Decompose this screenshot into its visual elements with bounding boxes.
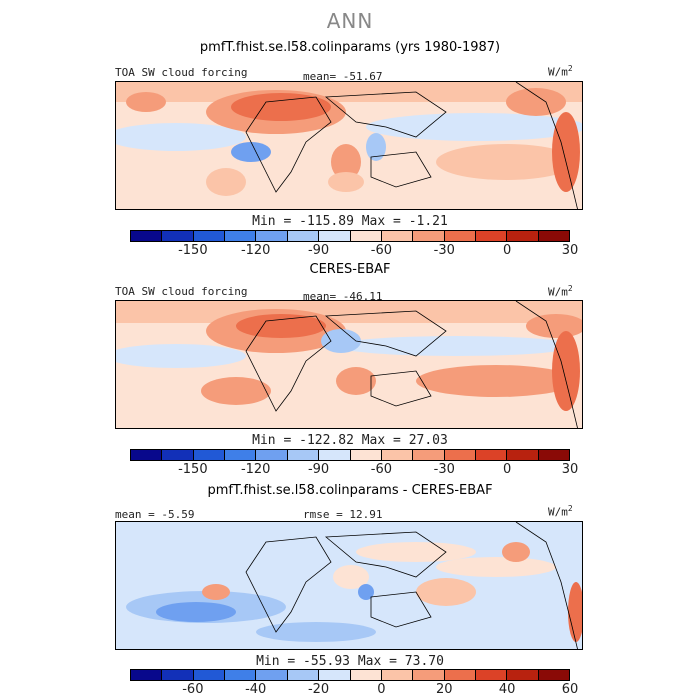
colorbar-cell <box>256 670 288 680</box>
colorbar-tick-label: -120 <box>240 462 271 477</box>
colorbar-cell <box>225 670 257 680</box>
colorbar-cell <box>413 231 445 241</box>
colorbar-cell <box>444 670 476 680</box>
panel-2-variable-label: TOA SW cloud forcing <box>115 285 248 298</box>
colorbar-tick-label: 30 <box>561 462 579 477</box>
colorbar-tick-label: -120 <box>240 243 271 258</box>
colorbar-cell <box>475 231 508 241</box>
colorbar-cell <box>131 450 163 460</box>
panel-3-minmax: Min = -55.93 Max = 73.70 <box>256 654 444 669</box>
panel-2-mean-label: mean= -46.11 <box>303 290 383 303</box>
panel-1-title: pmfT.fhist.se.l58.colinparams (yrs 1980-… <box>199 40 501 55</box>
colorbar-cell <box>225 231 257 241</box>
colorbar-tick-label: -60 <box>182 682 204 697</box>
colorbar-tick-label: -30 <box>433 462 455 477</box>
colorbar-cell <box>538 450 570 460</box>
colorbar-cell <box>131 231 163 241</box>
colorbar-cell <box>507 670 539 680</box>
colorbar-cell <box>225 450 257 460</box>
colorbar-tick-label: 0 <box>503 462 512 477</box>
colorbar-cell <box>162 450 194 460</box>
panel-1-map <box>115 81 583 210</box>
colorbar-tick-label: -60 <box>370 243 393 258</box>
colorbar-tick-label: -150 <box>178 243 208 258</box>
colorbar-cell <box>538 670 570 680</box>
colorbar-cell <box>193 450 226 460</box>
colorbar-tick-label: -40 <box>245 682 267 697</box>
colorbar-cell <box>413 670 445 680</box>
colorbar-cell <box>193 670 226 680</box>
colorbar-tick-label: 0 <box>377 682 386 697</box>
colorbar-cell <box>319 231 351 241</box>
colorbar-tick-label: -90 <box>307 462 330 477</box>
colorbar-cell <box>256 231 288 241</box>
colorbar-cell <box>350 450 382 460</box>
colorbar-tick-label: 20 <box>436 682 453 697</box>
colorbar-cell <box>475 450 508 460</box>
panel-2-title: CERES-EBAF <box>309 262 391 277</box>
colorbar-tick-label: 40 <box>498 682 516 697</box>
colorbar-cell <box>381 670 414 680</box>
panel-2-colorbar-ticks: -150 -120 -90 -60 -30 0 30 <box>130 462 578 478</box>
colorbar-cell <box>381 231 414 241</box>
colorbar-cell <box>507 231 539 241</box>
colorbar-cell <box>444 450 476 460</box>
colorbar-cell <box>319 670 351 680</box>
panel-1-units: W/m2 <box>548 64 573 79</box>
colorbar-cell <box>162 231 194 241</box>
colorbar-cell <box>507 450 539 460</box>
colorbar-cell <box>287 231 320 241</box>
colorbar-cell <box>287 450 320 460</box>
panel-3-units: W/m2 <box>548 504 573 519</box>
panel-3-map <box>115 521 583 650</box>
panel-3-colorbar-ticks: -60 -40 -20 0 20 40 60 <box>130 682 578 698</box>
colorbar-tick-label: -60 <box>370 462 393 477</box>
colorbar-tick-label: 60 <box>561 682 579 697</box>
colorbar-tick-label: -20 <box>307 682 330 697</box>
panel-2-map <box>115 300 583 429</box>
panel-1-minmax: Min = -115.89 Max = -1.21 <box>252 214 448 229</box>
colorbar-cell <box>413 450 445 460</box>
panel-3-rmse-label: rmse = 12.91 <box>303 508 383 521</box>
colorbar-cell <box>538 231 570 241</box>
panel-3-colorbar <box>130 669 570 681</box>
colorbar-tick-label: -150 <box>178 462 208 477</box>
colorbar-cell <box>131 670 163 680</box>
panel-3-mean-label: mean = -5.59 <box>115 508 195 521</box>
colorbar-cell <box>381 450 414 460</box>
colorbar-cell <box>444 231 476 241</box>
colorbar-cell <box>350 670 382 680</box>
panel-2-units: W/m2 <box>548 284 573 299</box>
colorbar-cell <box>350 231 382 241</box>
colorbar-cell <box>475 670 508 680</box>
colorbar-cell <box>319 450 351 460</box>
panel-1-mean-label: mean= -51.67 <box>303 70 383 83</box>
figure-title: ANN <box>326 9 374 33</box>
colorbar-cell <box>162 670 194 680</box>
panel-2-minmax: Min = -122.82 Max = 27.03 <box>252 433 448 448</box>
panel-1-variable-label: TOA SW cloud forcing <box>115 66 248 79</box>
colorbar-tick-label: -30 <box>433 243 455 258</box>
panel-1-colorbar-ticks: -150 -120 -90 -60 -30 0 30 <box>130 243 578 259</box>
colorbar-tick-label: 30 <box>561 243 579 258</box>
panel-3-title: pmfT.fhist.se.l58.colinparams - CERES-EB… <box>207 483 493 498</box>
panel-2-colorbar <box>130 449 570 461</box>
colorbar-tick-label: -90 <box>307 243 330 258</box>
colorbar-cell <box>256 450 288 460</box>
colorbar-tick-label: 0 <box>503 243 512 258</box>
colorbar-cell <box>287 670 320 680</box>
panel-1-colorbar <box>130 230 570 242</box>
colorbar-cell <box>193 231 226 241</box>
